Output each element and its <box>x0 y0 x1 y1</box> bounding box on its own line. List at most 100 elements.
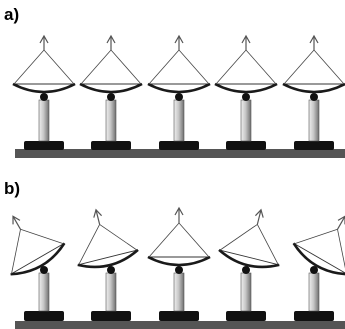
panel-a-label: a) <box>4 5 19 24</box>
feed-strut <box>219 224 258 251</box>
feed-strut <box>43 49 75 85</box>
antenna-base <box>159 311 199 321</box>
antenna-pole <box>105 272 117 312</box>
feed-strut <box>78 224 100 265</box>
antenna-pivot <box>40 93 48 101</box>
antenna-dish-assembly <box>292 215 345 276</box>
feed-strut <box>11 229 21 274</box>
arrow-head-icon <box>93 208 103 218</box>
feed-strut <box>110 49 142 85</box>
antenna-base <box>91 141 131 150</box>
panel-a-antenna <box>12 34 76 150</box>
antenna-base <box>226 311 266 321</box>
panel-a-antenna <box>214 34 278 150</box>
panel-a: a) <box>4 5 345 158</box>
feed-strut <box>99 224 138 251</box>
feed-strut <box>148 49 180 85</box>
feed-strut <box>294 228 338 245</box>
antenna-pivot <box>242 266 250 274</box>
antenna-dish-assembly <box>10 215 66 276</box>
panel-b-antenna <box>292 215 345 321</box>
feed-strut <box>313 49 345 85</box>
antenna-dish-assembly <box>79 34 143 94</box>
dish-rim <box>77 248 139 269</box>
antenna-pole <box>308 272 320 312</box>
antenna-base <box>24 311 64 321</box>
antenna-dish-assembly <box>282 34 345 94</box>
antenna-pivot <box>107 93 115 101</box>
pointing-arrow <box>12 216 22 230</box>
antenna-dish-assembly <box>77 208 139 269</box>
antenna-pivot <box>107 266 115 274</box>
panel-b-antenna <box>77 208 139 321</box>
feed-strut <box>178 222 210 258</box>
dish-rim <box>292 242 345 276</box>
dish-rim <box>10 242 66 276</box>
antenna-pivot <box>310 266 318 274</box>
panel-a-antennas <box>12 34 345 150</box>
pointing-arrow <box>336 216 345 230</box>
antenna-dish-assembly <box>12 34 76 94</box>
feed-strut <box>257 224 279 265</box>
dish-rim <box>282 82 345 94</box>
antenna-pivot <box>175 266 183 274</box>
antenna-dish-assembly <box>214 34 278 94</box>
antenna-pole <box>308 99 320 142</box>
arrow-head-icon <box>106 34 116 44</box>
panel-b-antenna <box>10 215 66 321</box>
panel-b-label: b) <box>4 179 20 198</box>
panel-b-antenna <box>218 208 280 321</box>
feed-strut <box>178 49 210 85</box>
antenna-base <box>91 311 131 321</box>
feed-strut <box>13 49 45 85</box>
pointing-arrow <box>95 209 101 225</box>
arrow-head-icon <box>39 34 49 44</box>
antenna-pivot <box>40 266 48 274</box>
arrow-head-icon <box>254 208 264 218</box>
antenna-dish-assembly <box>147 206 211 267</box>
panel-a-antenna <box>79 34 143 150</box>
panel-b: b) <box>4 179 345 329</box>
panel-a-antenna <box>282 34 345 150</box>
panel-b-antenna <box>147 206 211 321</box>
antenna-pivot <box>242 93 250 101</box>
feed-strut <box>245 49 277 85</box>
arrow-head-icon <box>241 34 251 44</box>
antenna-pole <box>38 99 50 142</box>
antenna-pole <box>173 272 185 312</box>
pointing-arrow <box>256 209 262 225</box>
antenna-base <box>294 141 334 150</box>
arrow-head-icon <box>174 206 184 216</box>
arrow-head-icon <box>174 34 184 44</box>
antenna-pole <box>173 99 185 142</box>
antenna-base <box>294 311 334 321</box>
antenna-pole <box>105 99 117 142</box>
antenna-base <box>226 141 266 150</box>
dish-rim <box>214 82 278 94</box>
feed-strut <box>20 228 64 245</box>
feed-strut <box>215 49 247 85</box>
panel-b-ground <box>15 321 345 329</box>
dish-rim <box>147 255 211 267</box>
panel-a-ground <box>15 149 345 158</box>
feed-strut <box>80 49 112 85</box>
dish-rim <box>79 82 143 94</box>
antenna-pivot <box>175 93 183 101</box>
antenna-base <box>24 141 64 150</box>
panel-a-antenna <box>147 34 211 150</box>
arrow-head-icon <box>12 215 21 225</box>
dish-rim <box>218 248 280 269</box>
arrow-head-icon <box>309 34 319 44</box>
panel-b-antennas <box>10 206 345 321</box>
antenna-pole <box>240 99 252 142</box>
feed-strut <box>148 222 180 258</box>
dish-rim <box>147 82 211 94</box>
antenna-dish-assembly <box>147 34 211 94</box>
antenna-pivot <box>310 93 318 101</box>
antenna-pole <box>38 272 50 312</box>
antenna-pole <box>240 272 252 312</box>
antenna-base <box>159 141 199 150</box>
antenna-dish-assembly <box>218 208 280 269</box>
feed-strut <box>283 49 315 85</box>
